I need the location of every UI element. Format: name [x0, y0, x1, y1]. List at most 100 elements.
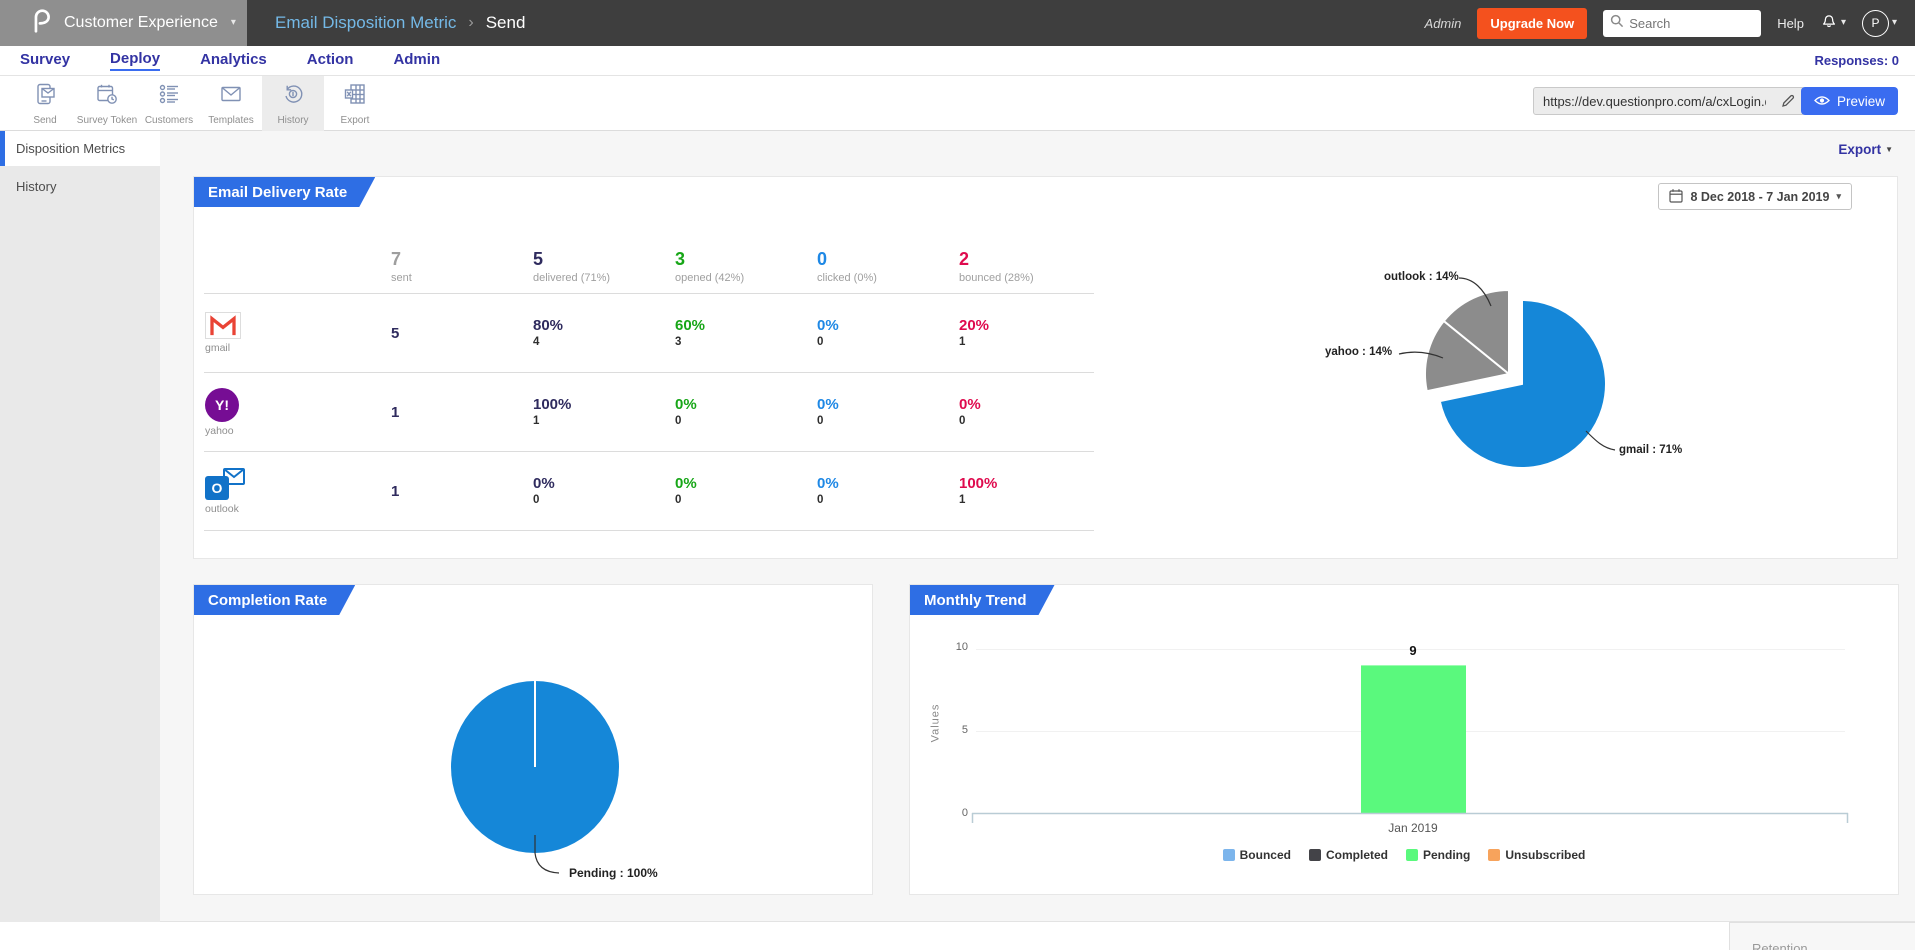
upgrade-now-button[interactable]: Upgrade Now [1477, 7, 1588, 39]
notifications-button[interactable]: ▾ [1820, 11, 1846, 35]
nav-item-analytics[interactable]: Analytics [200, 51, 267, 68]
pct: 20% [959, 317, 990, 335]
summary-opened-value: 3 [675, 249, 686, 270]
cell-opened: 60% 3 [668, 318, 810, 348]
sidebar-item-disposition-metrics[interactable]: Disposition Metrics [0, 131, 160, 166]
delivery-pie-svg [1398, 277, 1616, 469]
account-menu-button[interactable]: P ▾ [1861, 9, 1897, 37]
pct: 60% [675, 317, 706, 335]
product-switcher[interactable]: Customer Experience ▾ [0, 0, 247, 46]
gridline [976, 649, 1845, 650]
pct: 0% [533, 475, 555, 493]
pie-slice-gmail[interactable] [1438, 298, 1607, 469]
provider-label: yahoo [205, 424, 234, 437]
date-range-picker[interactable]: 8 Dec 2018 - 7 Jan 2019 ▾ [1658, 183, 1852, 210]
pct: 0% [959, 396, 981, 414]
export-dropdown[interactable]: Export ▼ [1838, 142, 1893, 157]
product-name: Customer Experience [64, 14, 218, 31]
summary-bounced-value: 2 [959, 249, 970, 270]
bar-pending[interactable] [1361, 665, 1466, 813]
legend-swatch [1488, 849, 1501, 861]
cell-delivered: 0% 0 [526, 476, 668, 506]
legend-label: Unsubscribed [1505, 848, 1586, 862]
summary-clicked-label: clicked (0%) [817, 272, 877, 284]
gmail-icon [205, 312, 241, 339]
help-link[interactable]: Help [1777, 15, 1804, 31]
legend-item-bounced[interactable]: Bounced [1222, 848, 1291, 862]
count: 0 [817, 335, 824, 348]
legend-label: Bounced [1239, 848, 1291, 862]
pct: 0% [675, 475, 697, 493]
cell-sent: 1 [391, 403, 400, 421]
monthly-chart-svg [971, 665, 1849, 823]
count: 3 [675, 335, 682, 348]
survey-url-input[interactable] [1534, 93, 1772, 109]
topbar-right: Admin Upgrade Now Help ▾ P ▾ [1424, 7, 1915, 39]
tool-export[interactable]: Export [324, 76, 386, 131]
nav-item-action[interactable]: Action [306, 51, 354, 68]
provider-cell: Y! yahoo [204, 387, 384, 437]
monthly-legend: Bounced Completed Pending Unsubscribed [910, 848, 1898, 862]
count: 0 [817, 493, 824, 506]
legend-item-completed[interactable]: Completed [1308, 848, 1388, 862]
preview-button[interactable]: Preview [1800, 87, 1898, 115]
table-row-gmail: gmail 5 80% 4 60% 3 0% 0 20% 1 [204, 294, 1094, 373]
bell-icon [1820, 11, 1838, 35]
partial-section-label: Retention [1752, 941, 1808, 950]
legend-label: Completed [1325, 848, 1388, 862]
summary-delivered-value: 5 [533, 249, 544, 270]
sidebar-item-history[interactable]: History [16, 179, 57, 194]
x-tick-jan-2019: Jan 2019 [1388, 821, 1438, 835]
tool-survey-token[interactable]: Survey Token [76, 76, 138, 131]
breadcrumb-parent-link[interactable]: Email Disposition Metric [275, 13, 457, 32]
pct: 0% [675, 396, 697, 414]
nav-item-deploy[interactable]: Deploy [110, 50, 161, 71]
calendar-icon [1669, 188, 1684, 206]
cell-bounced: 0% 0 [952, 397, 1094, 427]
pie-slice-yahoo[interactable] [1424, 319, 1512, 393]
next-section-partial: Retention [1729, 922, 1915, 950]
pie-slice-outlook[interactable] [1442, 288, 1510, 377]
search-input[interactable] [1629, 15, 1740, 31]
cell-clicked: 0% 0 [810, 476, 952, 506]
search-box[interactable] [1603, 9, 1762, 37]
tool-label: Customers [144, 114, 194, 126]
tool-customers[interactable]: Customers [138, 76, 200, 131]
envelope-icon [219, 82, 243, 111]
tool-history[interactable]: History [262, 76, 324, 131]
caret-down-icon: ▾ [1891, 17, 1897, 28]
admin-label: Admin [1424, 15, 1462, 31]
summary-sent-label: sent [391, 272, 412, 284]
provider-label: gmail [205, 342, 231, 354]
footer: Retention [0, 922, 1915, 950]
provider-cell: O outlook [204, 467, 384, 515]
tool-send[interactable]: Send [14, 76, 76, 131]
legend-item-pending[interactable]: Pending [1406, 848, 1470, 862]
breadcrumb-current: Send [485, 13, 526, 32]
date-range-label: 8 Dec 2018 - 7 Jan 2019 [1690, 189, 1830, 204]
summary-bounced-label: bounced (28%) [959, 272, 1034, 284]
nav-item-admin[interactable]: Admin [393, 51, 441, 68]
legend-label: Pending [1423, 848, 1471, 862]
tool-templates[interactable]: Templates [200, 76, 262, 131]
summary-sent: 7 sent [384, 249, 526, 293]
tool-label: Send [33, 114, 57, 126]
panel-title-ribbon: Email Delivery Rate [194, 177, 375, 207]
panel-title-ribbon: Monthly Trend [910, 585, 1055, 615]
legend-item-unsubscribed[interactable]: Unsubscribed [1488, 848, 1585, 862]
breadcrumb: Email Disposition Metric › Send [275, 13, 525, 33]
legend-swatch [1308, 849, 1321, 861]
pie-label-gmail: gmail : 71% [1619, 444, 1683, 456]
pct: 80% [533, 317, 564, 335]
panel-title-ribbon: Completion Rate [194, 585, 355, 615]
provider-cell: gmail [204, 312, 384, 354]
eye-icon [1814, 94, 1830, 109]
provider-label: outlook [205, 502, 239, 515]
pct: 0% [817, 475, 839, 493]
cell-opened: 0% 0 [668, 397, 810, 427]
summary-delivered-label: delivered (71%) [533, 272, 611, 284]
edit-url-button[interactable] [1772, 88, 1804, 114]
pie-label-yahoo: yahoo : 14% [1325, 346, 1393, 358]
nav-item-survey[interactable]: Survey [20, 51, 71, 68]
count: 1 [533, 414, 540, 427]
